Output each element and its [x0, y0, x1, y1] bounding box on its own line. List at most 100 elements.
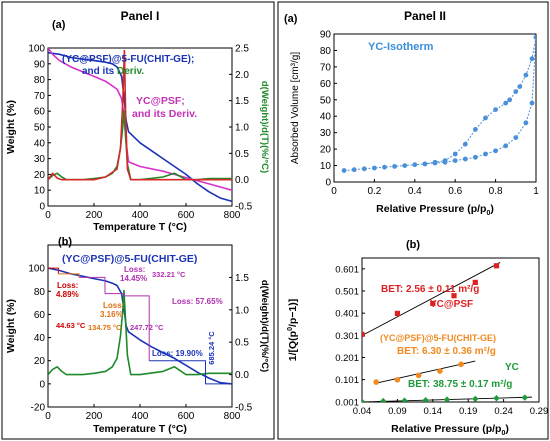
label-comp-b-text: and its — [82, 66, 115, 77]
bet-point-2-4 — [443, 396, 451, 402]
bet-point-2-3 — [422, 397, 429, 402]
y-tick-label-IIb-0: 0.001 — [335, 397, 359, 408]
bet-point-0-2 — [430, 300, 436, 306]
y-tick-label-IIa-9: 90 — [320, 30, 332, 41]
annotation-t4: 332.21 °C — [152, 270, 186, 279]
x-tick-label-Ib-4: 800 — [224, 411, 241, 422]
bet-point-2-1 — [380, 397, 387, 402]
x-tick-label-IIa-3: 0.6 — [448, 186, 462, 197]
y-tick-label-IIb-6: 0.601 — [335, 264, 359, 275]
x-axis-label-IIa-close: ) — [490, 203, 494, 215]
isotherm-point-0-17 — [513, 135, 519, 141]
y-tick-label-IIb-5: 0.501 — [335, 287, 359, 298]
x-tick-label-IIa-4: 0.8 — [489, 186, 503, 197]
x-tick-label-IIb-5: 0.29 — [530, 406, 549, 417]
chart-title-IIa: YC-Isotherm — [368, 41, 434, 53]
x-tick-label-Ib-2: 400 — [132, 411, 149, 422]
chart-letter-IIb: (b) — [406, 239, 420, 251]
bet-point-0-0 — [362, 331, 365, 337]
y-tick-label-Ia-5: 50 — [34, 123, 46, 134]
y-tick-label-Ib-5: 80 — [34, 287, 46, 298]
isotherm-line-0 — [344, 37, 536, 171]
chart-Ia: (a) 0 200 400 600 800 0 10 20 30 40 50 60 70 80 90 100 -… — [5, 19, 270, 233]
isotherm-point-0-18 — [523, 120, 529, 126]
x-tick-label-IIb-2: 0.14 — [424, 406, 443, 417]
series-line-Ia-1 — [48, 48, 232, 191]
name-yc: YC — [505, 362, 519, 373]
y-tick-label-Ib-2: 20 — [34, 356, 46, 367]
y-tick-label-Ia-2: 20 — [34, 170, 46, 181]
x-tick-label-IIa-5: 1 — [533, 186, 539, 197]
y-axis-label-IIb-b: /p−1)] — [287, 299, 299, 327]
y-tick-label-Ia-3: 30 — [34, 154, 46, 165]
chart-Ib: (b) (YC@PSF)@5-FU(CHIT-GE) 0 200 400 600 800… — [5, 236, 270, 435]
y-axis-label-IIa: Absorbed Volume [cm³/g] — [290, 52, 301, 164]
yr-tick-label-Ia-3: 1.0 — [235, 123, 249, 134]
yr-tick-label-Ib-4: 1.5 — [235, 273, 249, 284]
isotherm-point-1-9 — [473, 126, 478, 132]
isotherm-point-1-12 — [442, 158, 448, 164]
name-yc-psf: YC@PSF — [430, 299, 473, 310]
annotation-loss1-l2: 4.89% — [56, 290, 79, 299]
y-tick-label-Ia-9: 90 — [34, 59, 46, 70]
series-line-Ia-2 — [48, 110, 232, 181]
x-tick-label-IIa-0: 0 — [331, 186, 337, 197]
annotation-t3: 247.72 °C — [130, 323, 164, 332]
y-tick-label-IIa-7: 70 — [320, 62, 332, 73]
y-tick-label-IIa-1: 10 — [320, 161, 332, 172]
y-tick-label-Ia-1: 10 — [34, 186, 46, 197]
yr-tick-label-Ia-5: 2.0 — [235, 70, 249, 81]
y-axis-label-IIb-a: 1/[Q(p — [287, 331, 299, 361]
y-axis-right-label-Ib: d(Weight)/d(T)(%/°C) — [259, 280, 270, 372]
loss-bracket-1 — [58, 273, 80, 278]
x-axis-label-IIb-main: Relative Pressure (p/p — [391, 423, 501, 435]
label-comp-b: and its Deriv. — [82, 66, 144, 77]
annotation-loss1-l1: Loss: — [57, 281, 78, 290]
x-axis-label-IIa: Relative Pressure (p/p0) — [376, 203, 494, 217]
chart-letter-Ib: (b) — [58, 236, 72, 248]
isotherm-point-1-0 — [533, 34, 536, 40]
yr-tick-label-Ib-0: -0.5 — [235, 403, 253, 414]
x-tick-label-IIb-0: 0.04 — [353, 406, 372, 417]
isotherm-point-0-11 — [452, 158, 458, 164]
bet-point-0-3 — [451, 293, 457, 299]
y-tick-label-IIa-0: 0 — [325, 178, 331, 189]
isotherm-point-0-2 — [361, 166, 367, 172]
y-tick-label-Ia-10: 100 — [28, 44, 45, 55]
fit-line-0 — [362, 262, 501, 336]
isotherm-point-0-4 — [382, 164, 387, 170]
plot-area-IIb — [361, 257, 540, 403]
y-tick-label-Ib-1: 0 — [39, 379, 45, 390]
y-axis-label-Ia: Weight (%) — [5, 100, 17, 154]
x-tick-label-Ib-0: 0 — [45, 411, 51, 422]
x-tick-label-Ia-2: 400 — [132, 210, 149, 221]
isotherm-point-0-0 — [341, 168, 347, 173]
bet-point-1-0 — [373, 379, 380, 385]
y-tick-label-Ia-7: 70 — [34, 91, 46, 102]
isotherm-point-1-14 — [422, 161, 428, 167]
bet-composite: BET: 6.30 ± 0.36 m²/g — [397, 346, 496, 357]
y-axis-label-Ib: Weight (%) — [5, 299, 17, 353]
bet-point-1-3 — [437, 368, 443, 374]
panel-2-title: Panel II — [404, 9, 446, 23]
bet-point-2-7 — [521, 394, 528, 401]
isotherm-point-0-14 — [483, 151, 488, 157]
y-tick-label-IIb-3: 0.301 — [335, 331, 359, 342]
annotation-loss2: Loss: 3.16% — [100, 301, 124, 319]
label-psf-b: and its Deriv. — [132, 108, 197, 120]
bet-point-2-5 — [472, 395, 479, 402]
isotherm-point-1-3 — [517, 84, 523, 89]
isotherm-point-1-4 — [513, 89, 519, 94]
bet-point-1-4 — [458, 361, 464, 368]
annotation-loss1: Loss: 4.89% — [56, 281, 79, 299]
y-tick-label-IIb-4: 0.401 — [335, 309, 359, 320]
y-tick-label-IIb-1: 0.101 — [335, 375, 359, 386]
name-composite: (YC@PSF)@5-FU(CHIT-GE) — [380, 333, 496, 343]
annotation-t5: 685.24 °C — [207, 331, 216, 365]
annotation-loss4: Loss: 57.65% — [172, 297, 223, 306]
x-axis-label-IIa-sub: 0 — [486, 210, 490, 217]
loss-bracket-4 — [149, 360, 232, 385]
isotherm-point-0-3 — [372, 165, 377, 171]
isotherm-point-0-6 — [402, 163, 408, 169]
yr-tick-label-Ia-6: 2.5 — [235, 44, 249, 55]
